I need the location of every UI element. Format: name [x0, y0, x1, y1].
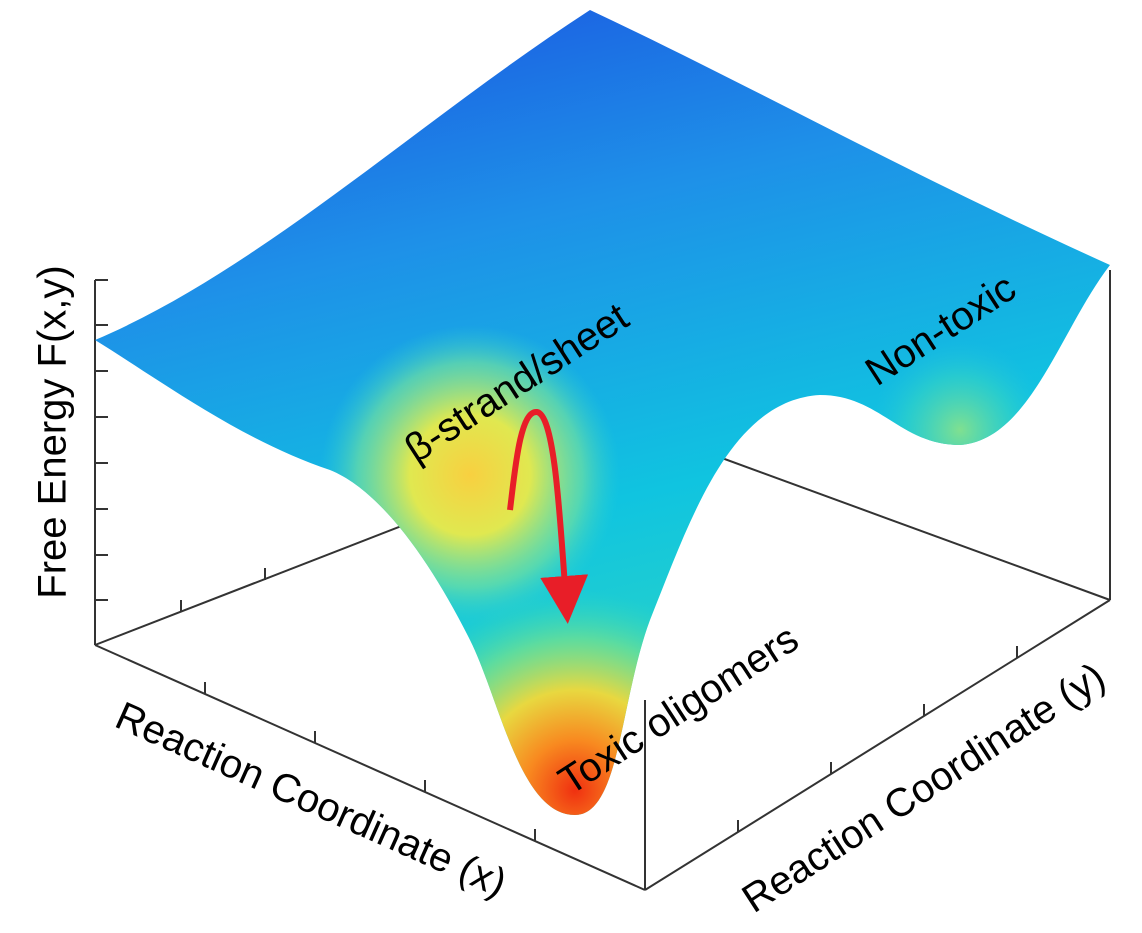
- y-axis-label: Reaction Coordinate (y): [735, 654, 1113, 921]
- figure: Free Energy F(x,y) Reaction Coordinate (…: [0, 0, 1142, 933]
- x-axis-label: Reaction Coordinate (x): [109, 694, 513, 906]
- z-axis-label: Free Energy F(x,y): [31, 265, 75, 598]
